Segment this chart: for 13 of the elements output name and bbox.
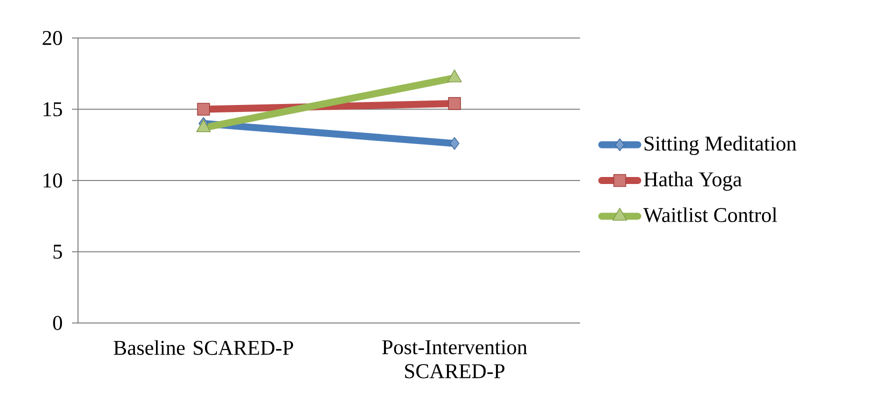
y-tick-label: 10 xyxy=(44,173,62,188)
legend-label: Hatha Yoga xyxy=(644,172,742,191)
y-tick-label: 5 xyxy=(54,244,62,259)
point xyxy=(450,137,460,150)
point xyxy=(197,102,210,116)
legend-label: Sitting Meditation xyxy=(644,136,796,156)
y-tick-label: 20 xyxy=(42,30,62,46)
point xyxy=(448,97,461,110)
x-tick-label: Post-Intervention SCARED-P xyxy=(382,340,528,378)
y-tick-label: 15 xyxy=(44,102,62,116)
y-tick-label: 0 xyxy=(53,316,62,330)
x-tick-label: Baseline SCARED-P xyxy=(114,340,294,355)
legend-label: Waitlist Control xyxy=(643,207,778,222)
